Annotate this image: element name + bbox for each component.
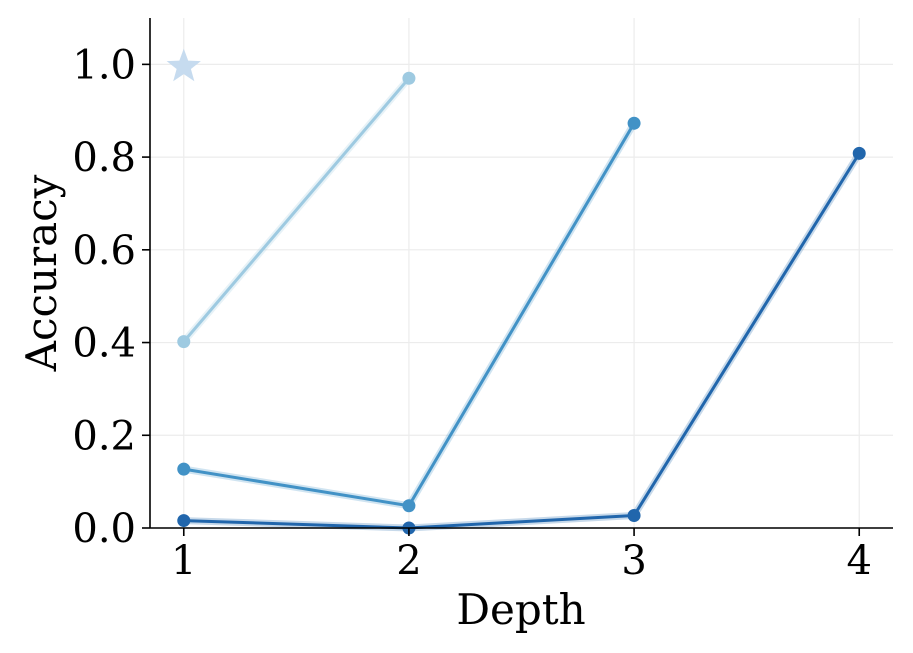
data-point (402, 499, 416, 513)
data-point (402, 71, 416, 85)
data-point (177, 462, 191, 476)
x-axis-title: Depth (456, 585, 585, 634)
data-point (852, 146, 866, 160)
star-marker (166, 48, 201, 82)
x-tick-label: 2 (396, 538, 421, 584)
series-line (182, 77, 411, 343)
series-3 (177, 146, 866, 535)
series-line (183, 152, 861, 530)
y-tick-label: 0.0 (72, 506, 136, 552)
x-tick-label: 3 (621, 538, 646, 584)
series-band (183, 151, 863, 532)
x-tick-label: 1 (171, 538, 196, 584)
y-tick-label: 0.6 (72, 228, 136, 274)
y-tick-label: 0.4 (72, 321, 136, 367)
data-point (627, 508, 641, 522)
series-2 (177, 116, 641, 513)
axes (149, 18, 893, 529)
series-1 (177, 71, 416, 349)
data-point (177, 335, 191, 349)
series-group (166, 48, 866, 535)
data-point (627, 116, 641, 130)
series-0 (166, 48, 201, 82)
y-tick-label: 0.2 (72, 413, 136, 459)
y-axis-title: Accuracy (17, 174, 66, 372)
data-point (177, 514, 191, 528)
y-tick-label: 1.0 (72, 42, 136, 88)
y-tick-label: 0.8 (72, 135, 136, 181)
x-tick-label: 4 (847, 538, 872, 584)
ticks: 1 2 3 4 0.0 0.2 0.4 0.6 0.8 1.0 (72, 42, 872, 584)
